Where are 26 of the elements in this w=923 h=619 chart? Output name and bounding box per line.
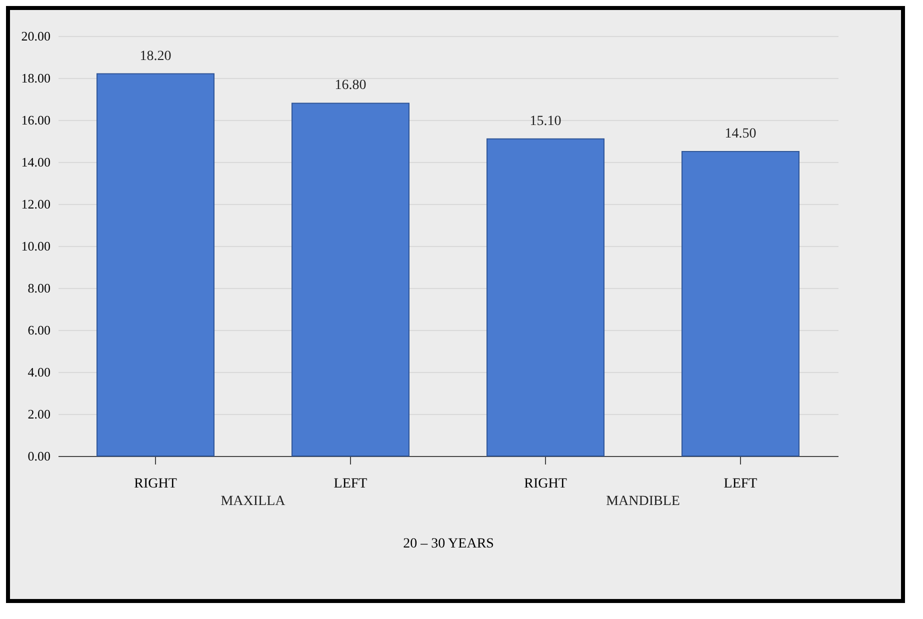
y-tick-label: 16.00 — [21, 112, 50, 128]
bar — [292, 102, 410, 456]
x-tick-label: LEFT — [334, 476, 368, 492]
y-tick-label: 6.00 — [28, 322, 50, 338]
y-tick-label: 2.00 — [28, 406, 50, 422]
y-tick-label: 10.00 — [21, 238, 50, 254]
bar — [486, 138, 604, 456]
y-tick-label: 14.00 — [21, 154, 50, 170]
data-label: 15.10 — [530, 114, 562, 129]
y-tick-label: 12.00 — [21, 196, 50, 212]
data-label: 18.20 — [140, 48, 172, 64]
bar — [96, 73, 214, 456]
y-tick-label: 8.00 — [28, 280, 50, 296]
text: MANDIBLE — [606, 494, 680, 509]
x-tick-label: RIGHT — [524, 476, 568, 492]
bar — [682, 151, 800, 456]
text: MAXILLA — [220, 494, 286, 509]
y-tick-label: 4.00 — [28, 364, 50, 380]
data-label: 16.80 — [334, 78, 366, 94]
x-tick-label: RIGHT — [134, 476, 178, 492]
y-tick-label: 20.00 — [21, 28, 50, 44]
x-axis-title: 20 – 30 YEARS — [403, 536, 494, 552]
x-tick-label: LEFT — [724, 476, 758, 492]
y-tick-label: 18.00 — [21, 70, 50, 86]
y-tick-label: 0.00 — [28, 448, 50, 464]
data-label: 14.50 — [724, 126, 756, 142]
